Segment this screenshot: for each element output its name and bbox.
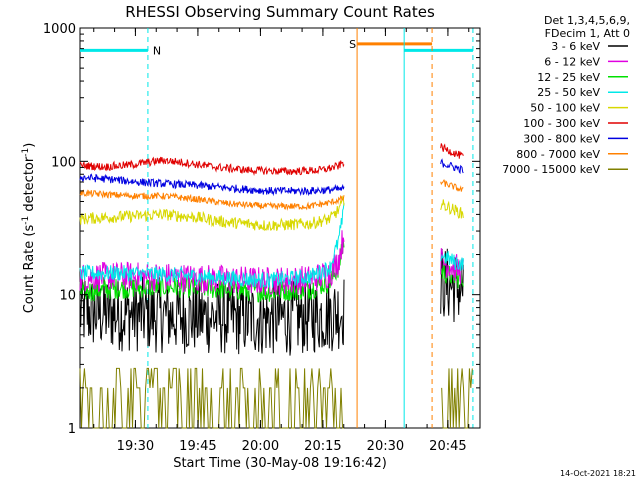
y-tick-label-0: 1 bbox=[68, 422, 76, 437]
legend-label-4: 50 - 100 keV bbox=[530, 102, 600, 115]
legend-label-7: 800 - 7000 keV bbox=[516, 148, 600, 161]
y-label-sup2: -1 bbox=[21, 148, 31, 157]
x-tick-label-4: 20:30 bbox=[367, 439, 404, 454]
x-tick-label-0: 19:30 bbox=[117, 439, 154, 454]
x-tick-label-5: 20:45 bbox=[429, 439, 466, 454]
series-line-6 bbox=[79, 158, 464, 197]
series-line-0 bbox=[79, 248, 464, 356]
series-layer bbox=[79, 143, 473, 429]
axes-layer: 19:30 19:45 20:00 20:15 20:30 20:45 1 10 100 1000 bbox=[43, 22, 480, 454]
series-line-5 bbox=[79, 143, 464, 176]
legend-label-2: 12 - 25 keV bbox=[537, 71, 600, 84]
series-line-7 bbox=[79, 179, 464, 211]
x-axis-label: Start Time (30-May-08 19:16:42) bbox=[173, 456, 387, 471]
annotation-label-0: N bbox=[153, 44, 161, 57]
footer-date: 14-Oct-2021 18:21 bbox=[560, 469, 636, 478]
x-tick-label-2: 20:00 bbox=[242, 439, 279, 454]
x-tick-label-3: 20:15 bbox=[304, 439, 341, 454]
y-tick-label-3: 1000 bbox=[43, 22, 76, 37]
legend-header-0: Det 1,3,4,5,6,9, bbox=[544, 14, 630, 27]
legend-header-1: FDecim 1, Att 0 bbox=[545, 27, 630, 40]
y-label-end: ) bbox=[22, 143, 37, 148]
y-tick-label-1: 10 bbox=[59, 289, 76, 304]
y-label-mid: detector bbox=[22, 156, 37, 216]
legend-label-8: 7000 - 15000 keV bbox=[502, 163, 600, 176]
y-label-main: Count Rate (s bbox=[22, 225, 37, 314]
y-label-sup1: -1 bbox=[21, 216, 31, 225]
y-axis-label: Count Rate (s-1 detector-1) bbox=[21, 143, 37, 314]
series-line-8 bbox=[79, 367, 473, 429]
legend: Det 1,3,4,5,6,9,FDecim 1, Att 03 - 6 keV… bbox=[502, 14, 630, 176]
legend-label-0: 3 - 6 keV bbox=[551, 40, 600, 53]
x-tick-label-1: 19:45 bbox=[179, 439, 216, 454]
series-line-1 bbox=[79, 230, 464, 296]
plot-frame bbox=[79, 27, 481, 429]
legend-label-1: 6 - 12 keV bbox=[544, 55, 600, 68]
series-line-4 bbox=[79, 195, 464, 232]
y-tick-label-2: 100 bbox=[51, 155, 76, 170]
series-line-3 bbox=[79, 202, 464, 288]
legend-label-6: 300 - 800 keV bbox=[523, 132, 600, 145]
annotation-label-1: S bbox=[349, 38, 356, 51]
chart-title: RHESSI Observing Summary Count Rates bbox=[125, 3, 435, 21]
legend-label-5: 100 - 300 keV bbox=[523, 117, 600, 130]
legend-label-3: 25 - 50 keV bbox=[537, 86, 600, 99]
